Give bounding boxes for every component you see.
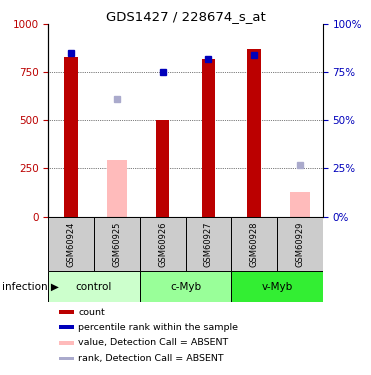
Bar bbox=[48, 272, 140, 302]
Title: GDS1427 / 228674_s_at: GDS1427 / 228674_s_at bbox=[106, 10, 265, 23]
Bar bbox=[48, 216, 94, 272]
Bar bbox=[64, 57, 78, 216]
Bar bbox=[247, 50, 261, 216]
Bar bbox=[59, 357, 74, 360]
Text: GSM60924: GSM60924 bbox=[67, 221, 76, 267]
Bar bbox=[59, 341, 74, 345]
Bar bbox=[277, 216, 323, 272]
Bar bbox=[94, 216, 140, 272]
Text: v-Myb: v-Myb bbox=[262, 282, 293, 292]
Bar bbox=[290, 192, 310, 216]
Text: c-Myb: c-Myb bbox=[170, 282, 201, 292]
Text: GSM60928: GSM60928 bbox=[250, 221, 259, 267]
Text: GSM60926: GSM60926 bbox=[158, 221, 167, 267]
Text: count: count bbox=[78, 308, 105, 316]
Text: value, Detection Call = ABSENT: value, Detection Call = ABSENT bbox=[78, 338, 229, 347]
Text: control: control bbox=[76, 282, 112, 292]
Text: GSM60927: GSM60927 bbox=[204, 221, 213, 267]
Bar bbox=[106, 160, 127, 216]
Bar bbox=[231, 272, 323, 302]
Bar bbox=[140, 216, 186, 272]
Bar bbox=[156, 120, 170, 216]
Bar bbox=[140, 272, 231, 302]
Bar bbox=[201, 59, 215, 216]
Text: percentile rank within the sample: percentile rank within the sample bbox=[78, 322, 239, 332]
Text: GSM60929: GSM60929 bbox=[295, 221, 304, 267]
Bar bbox=[59, 325, 74, 329]
Text: GSM60925: GSM60925 bbox=[112, 221, 121, 267]
Text: rank, Detection Call = ABSENT: rank, Detection Call = ABSENT bbox=[78, 354, 224, 363]
Bar bbox=[186, 216, 231, 272]
Bar bbox=[59, 310, 74, 314]
Bar bbox=[231, 216, 277, 272]
Text: infection ▶: infection ▶ bbox=[2, 282, 59, 292]
